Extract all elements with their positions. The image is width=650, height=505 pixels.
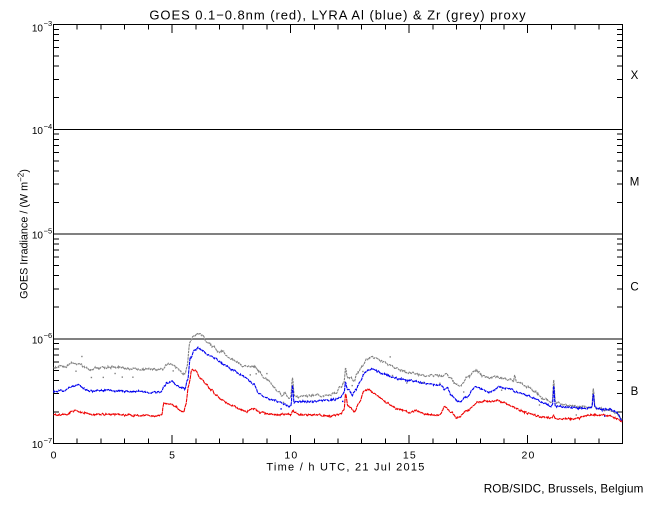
svg-text:5: 5 <box>169 450 175 462</box>
svg-text:−3: −3 <box>44 19 53 28</box>
svg-text:GOES 0.1−0.8nm (red), LYRA Al: GOES 0.1−0.8nm (red), LYRA Al (blue) & Z… <box>149 7 526 22</box>
svg-text:10: 10 <box>32 23 44 34</box>
svg-text:−6: −6 <box>44 331 53 340</box>
svg-text:15: 15 <box>403 450 417 462</box>
svg-text:10: 10 <box>32 335 44 346</box>
svg-text:−7: −7 <box>44 436 53 445</box>
svg-text:0: 0 <box>51 450 57 462</box>
svg-text:10: 10 <box>32 231 44 242</box>
svg-text:10: 10 <box>32 440 44 451</box>
svg-text:10: 10 <box>32 126 44 137</box>
svg-text:ROB/SIDC, Brussels, Belgium: ROB/SIDC, Brussels, Belgium <box>484 482 644 495</box>
svg-text:B: B <box>631 386 639 398</box>
svg-text:M: M <box>630 177 640 189</box>
svg-text:−5: −5 <box>44 227 53 236</box>
svg-text:X: X <box>631 70 639 82</box>
svg-text:10: 10 <box>284 450 298 462</box>
svg-text:C: C <box>630 281 638 293</box>
svg-text:Time / h UTC, 21 Jul 2015: Time / h UTC, 21 Jul 2015 <box>266 462 425 474</box>
svg-text:GOES Irradiance / (W m−2): GOES Irradiance / (W m−2) <box>17 169 31 299</box>
svg-text:20: 20 <box>521 450 535 462</box>
svg-text:−4: −4 <box>44 122 53 131</box>
